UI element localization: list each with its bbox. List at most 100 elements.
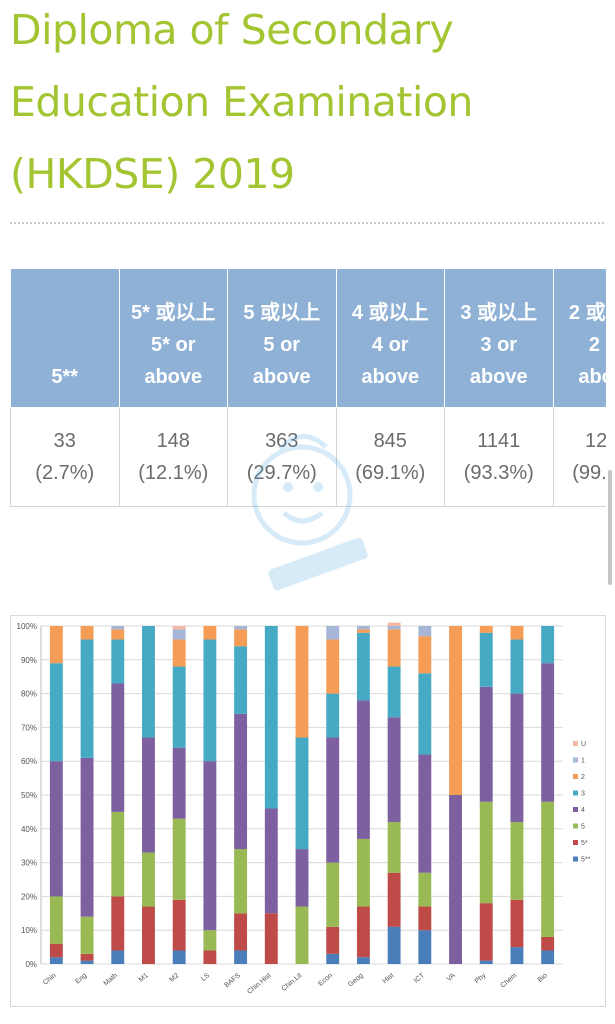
bar-segment: [326, 926, 340, 954]
bar-segment: [142, 852, 155, 907]
title-line: Diploma of Secondary: [10, 6, 454, 54]
bar-segment: [295, 849, 309, 907]
legend-swatch: [573, 823, 578, 829]
watermark-logo: [240, 425, 380, 605]
bar-segment: [387, 926, 401, 964]
bar-segment: [172, 626, 186, 630]
bar-segment: [326, 693, 340, 738]
bar-segment: [264, 626, 278, 809]
dotted-divider: [10, 222, 604, 224]
table-cell: 1216(99.4%): [552, 407, 606, 507]
x-tick-label: M1: [138, 972, 150, 984]
bar-segment: [295, 737, 309, 850]
bar-segment: [449, 795, 462, 964]
bar-segment: [418, 673, 432, 755]
bar-segment: [387, 666, 401, 718]
table-row: 33 (2.7%) 148 (12.1%) 363 (29.7%) 845 (69.1%…: [10, 407, 606, 507]
bar-segment: [111, 629, 125, 640]
bar-segment: [111, 811, 125, 897]
legend-swatch: [573, 856, 578, 862]
scrollbar-thumb[interactable]: [608, 470, 612, 585]
x-tick-label: M2: [169, 972, 181, 984]
bar-segment: [541, 801, 555, 937]
bar-segment: [111, 626, 125, 630]
bar-segment: [203, 639, 217, 762]
bar-segment: [172, 747, 186, 819]
title-line: (HKDSE) 2019: [10, 150, 295, 198]
bar-segment: [510, 822, 524, 900]
y-tick-label: 60%: [21, 757, 37, 766]
bar-segment: [387, 822, 401, 873]
bar-segment: [172, 666, 186, 748]
legend-swatch: [573, 840, 578, 845]
bar-segment: [541, 950, 555, 964]
bar-segment: [49, 761, 63, 897]
bar-segment: [203, 626, 217, 640]
header-cell: 5 或以上 5 or above: [227, 268, 337, 408]
x-tick-label: LS: [200, 972, 211, 983]
bar-segment: [234, 629, 248, 647]
legend-label: 3: [581, 791, 585, 798]
legend-label: 5*: [581, 840, 588, 847]
bar-segment: [234, 713, 248, 850]
bar-segment: [203, 950, 217, 964]
bar-segment: [80, 757, 94, 917]
bar-segment: [449, 626, 462, 795]
bar-segment: [356, 838, 370, 907]
bar-segment: [356, 700, 370, 839]
y-tick-label: 70%: [21, 723, 37, 732]
x-tick-label: Chin.Lit: [281, 972, 304, 993]
results-table: 5** 5* 或以上 5* or above 5 或以上 5 or above 4 或以…: [10, 268, 606, 507]
bar-segment: [326, 626, 340, 640]
y-tick-label: 40%: [21, 825, 37, 834]
bar-segment: [387, 629, 401, 667]
bar-segment: [49, 626, 63, 664]
bar-segment: [111, 683, 125, 812]
y-tick-label: 20%: [21, 892, 37, 901]
bar-segment: [479, 903, 493, 961]
bar-segment: [203, 930, 217, 951]
legend-label: 4: [581, 807, 585, 814]
bar-segment: [510, 693, 524, 823]
bar-segment: [510, 947, 524, 964]
x-tick-label: BAFS: [223, 972, 242, 989]
bar-segment: [142, 626, 155, 738]
x-tick-label: ICT: [413, 972, 427, 985]
bar-segment: [387, 872, 401, 927]
bar-segment: [295, 626, 309, 738]
bar-segment: [510, 626, 524, 640]
bar-segment: [356, 906, 370, 958]
bar-segment: [418, 930, 432, 964]
results-table-scroller[interactable]: 5** 5* 或以上 5* or above 5 或以上 5 or above 4 或以…: [10, 268, 606, 530]
bar-segment: [49, 663, 63, 762]
header-cell: 5* 或以上 5* or above: [118, 268, 228, 408]
legend-label: 5: [581, 824, 585, 831]
y-tick-label: 10%: [21, 926, 37, 935]
bar-segment: [418, 906, 432, 931]
bar-segment: [479, 960, 493, 964]
x-tick-label: Eng: [74, 972, 88, 985]
title-line: Education Examination: [10, 78, 473, 126]
bar-segment: [356, 957, 370, 964]
bar-segment: [111, 639, 125, 684]
header-cell: 3 或以上 3 or above: [444, 268, 554, 408]
bar-segment: [356, 626, 370, 630]
bar-segment: [326, 953, 340, 964]
stacked-bar-chart: 0% 10% 20% 30% 40% 50% 60% 70% 80% 90% 100% Chin Eng…: [17, 622, 591, 996]
legend-label: 1: [581, 758, 585, 765]
bar-segment: [234, 950, 248, 964]
bar-segment: [80, 953, 94, 961]
bar-segment: [387, 626, 401, 630]
bar-segment: [49, 943, 63, 958]
legend-label: 5**: [581, 857, 591, 864]
x-tick-label: Chem: [499, 972, 518, 989]
legend-label: U: [581, 741, 586, 748]
bar-segment: [234, 849, 248, 914]
bar-segment: [142, 737, 155, 853]
bar-segment: [510, 899, 524, 948]
bar-segment: [510, 639, 524, 694]
legend-swatch: [573, 741, 578, 746]
header-cell: 4 或以上 4 or above: [335, 268, 445, 408]
bar-segment: [172, 950, 186, 964]
